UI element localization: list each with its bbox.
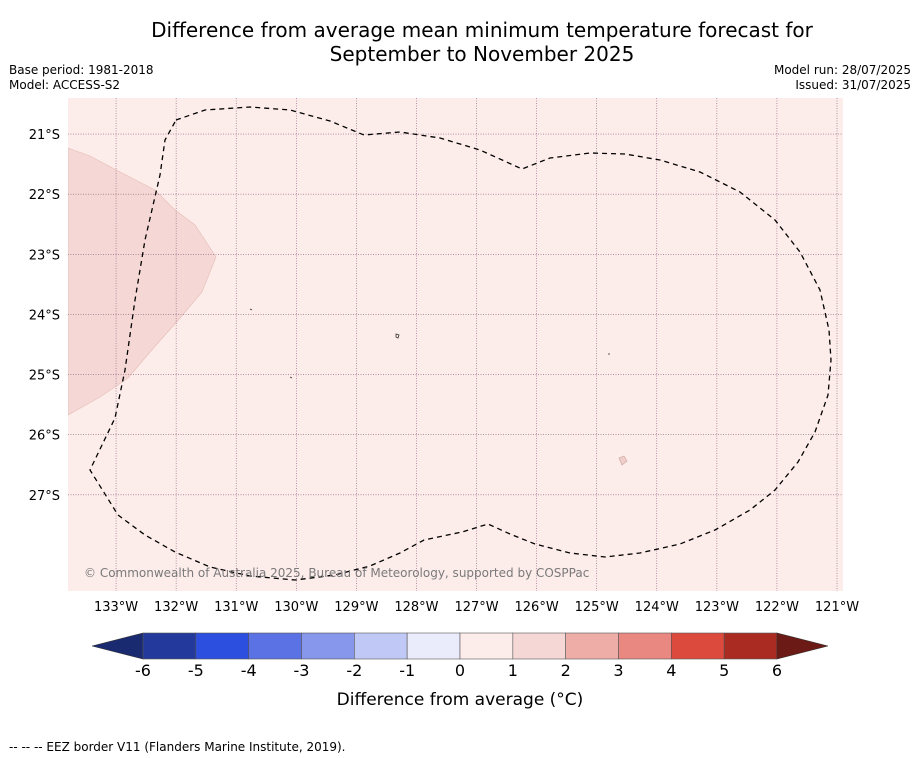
- colorbar-tick: 2: [561, 661, 571, 680]
- colorbar-swatch: [142, 632, 197, 660]
- colorbar-high-extend: [776, 632, 829, 660]
- colorbar-tick: -6: [135, 661, 151, 680]
- lat-tick-label: 23°S: [29, 248, 60, 263]
- map-copyright: © Commonwealth of Australia 2025, Bureau…: [84, 566, 589, 580]
- lon-tick-label: 125°W: [575, 600, 619, 615]
- title-line-2: September to November 2025: [329, 42, 635, 66]
- small-island-marker: [618, 455, 628, 466]
- colorbar-tick: 6: [772, 661, 782, 680]
- lat-tick-label: 25°S: [29, 369, 60, 384]
- colorbar-tick: 4: [666, 661, 676, 680]
- lon-tick-label: 126°W: [515, 600, 559, 615]
- colorbar-low-extend: [91, 632, 144, 660]
- colorbar-swatch: [248, 632, 302, 660]
- colorbar-tick-labels: -6 -5 -4 -3 -2 -1 0 1 2 3 4 5 6: [135, 661, 782, 680]
- colorbar: -6 -5 -4 -3 -2 -1 0 1 2 3 4 5 6 Difference from aver…: [91, 632, 829, 710]
- colorbar-swatch: [723, 632, 778, 660]
- colorbar-swatch: [406, 632, 461, 660]
- latitude-tick-labels: 21°S 22°S 23°S 24°S 25°S 26°S 27°S: [29, 128, 60, 504]
- colorbar-tick: 0: [455, 661, 465, 680]
- longitude-tick-labels: 133°W 132°W 131°W 130°W 129°W 128°W 127°W 126°W…: [94, 600, 859, 615]
- lon-tick-label: 127°W: [454, 600, 498, 615]
- colorbar-label: Difference from average (°C): [337, 690, 584, 710]
- island-dots: [249, 308, 610, 379]
- map-background: [68, 98, 843, 591]
- lon-tick-label: 130°W: [274, 600, 318, 615]
- model-name: Model: ACCESS-S2: [9, 78, 121, 92]
- lat-tick-label: 22°S: [29, 188, 60, 203]
- colorbar-swatch: [459, 632, 514, 660]
- issued-date: Issued: 31/07/2025: [795, 78, 911, 92]
- lat-tick-label: 26°S: [29, 429, 60, 444]
- colorbar-swatches: [142, 632, 778, 660]
- colorbar-swatch: [195, 632, 249, 660]
- colorbar-swatch: [354, 632, 408, 660]
- base-period: Base period: 1981-2018: [9, 63, 154, 77]
- eez-border: [89, 106, 832, 581]
- colorbar-tick: -4: [241, 661, 257, 680]
- colorbar-tick: 5: [719, 661, 729, 680]
- colorbar-tick: -2: [346, 661, 362, 680]
- colorbar-tick: 3: [613, 661, 623, 680]
- lat-tick-label: 24°S: [29, 308, 60, 323]
- warmer-anomaly-region: [68, 147, 217, 416]
- meta-left: Base period: 1981-2018 Model: ACCESS-S2: [9, 63, 154, 93]
- lon-tick-label: 128°W: [394, 600, 438, 615]
- lon-tick-label: 122°W: [755, 600, 799, 615]
- colorbar-swatch: [512, 632, 566, 660]
- lat-tick-label: 27°S: [29, 489, 60, 504]
- lon-tick-label: 124°W: [635, 600, 679, 615]
- meta-right: Model run: 28/07/2025 Issued: 31/07/2025: [774, 63, 911, 93]
- lon-tick-label: 129°W: [334, 600, 378, 615]
- lat-tick-label: 21°S: [29, 128, 60, 143]
- model-run: Model run: 28/07/2025: [773, 63, 911, 77]
- colorbar-swatch: [565, 632, 619, 660]
- colorbar-swatch: [671, 632, 725, 660]
- lon-tick-label: 132°W: [154, 600, 198, 615]
- lon-tick-label: 121°W: [815, 600, 859, 615]
- colorbar-tick: -1: [399, 661, 415, 680]
- gridlines: [68, 98, 843, 591]
- lon-tick-label: 123°W: [695, 600, 739, 615]
- title-line-1: Difference from average mean minimum tem…: [151, 18, 813, 42]
- lon-tick-label: 133°W: [94, 600, 138, 615]
- eez-legend-note: -- -- -- EEZ border V11 (Flanders Marine…: [9, 740, 346, 754]
- lon-tick-label: 131°W: [214, 600, 258, 615]
- colorbar-tick: -5: [188, 661, 204, 680]
- map-title: Difference from average mean minimum tem…: [40, 18, 919, 66]
- colorbar-swatch: [301, 632, 355, 660]
- colorbar-swatch: [618, 632, 672, 660]
- colorbar-tick: -3: [294, 661, 310, 680]
- colorbar-tick: 1: [508, 661, 518, 680]
